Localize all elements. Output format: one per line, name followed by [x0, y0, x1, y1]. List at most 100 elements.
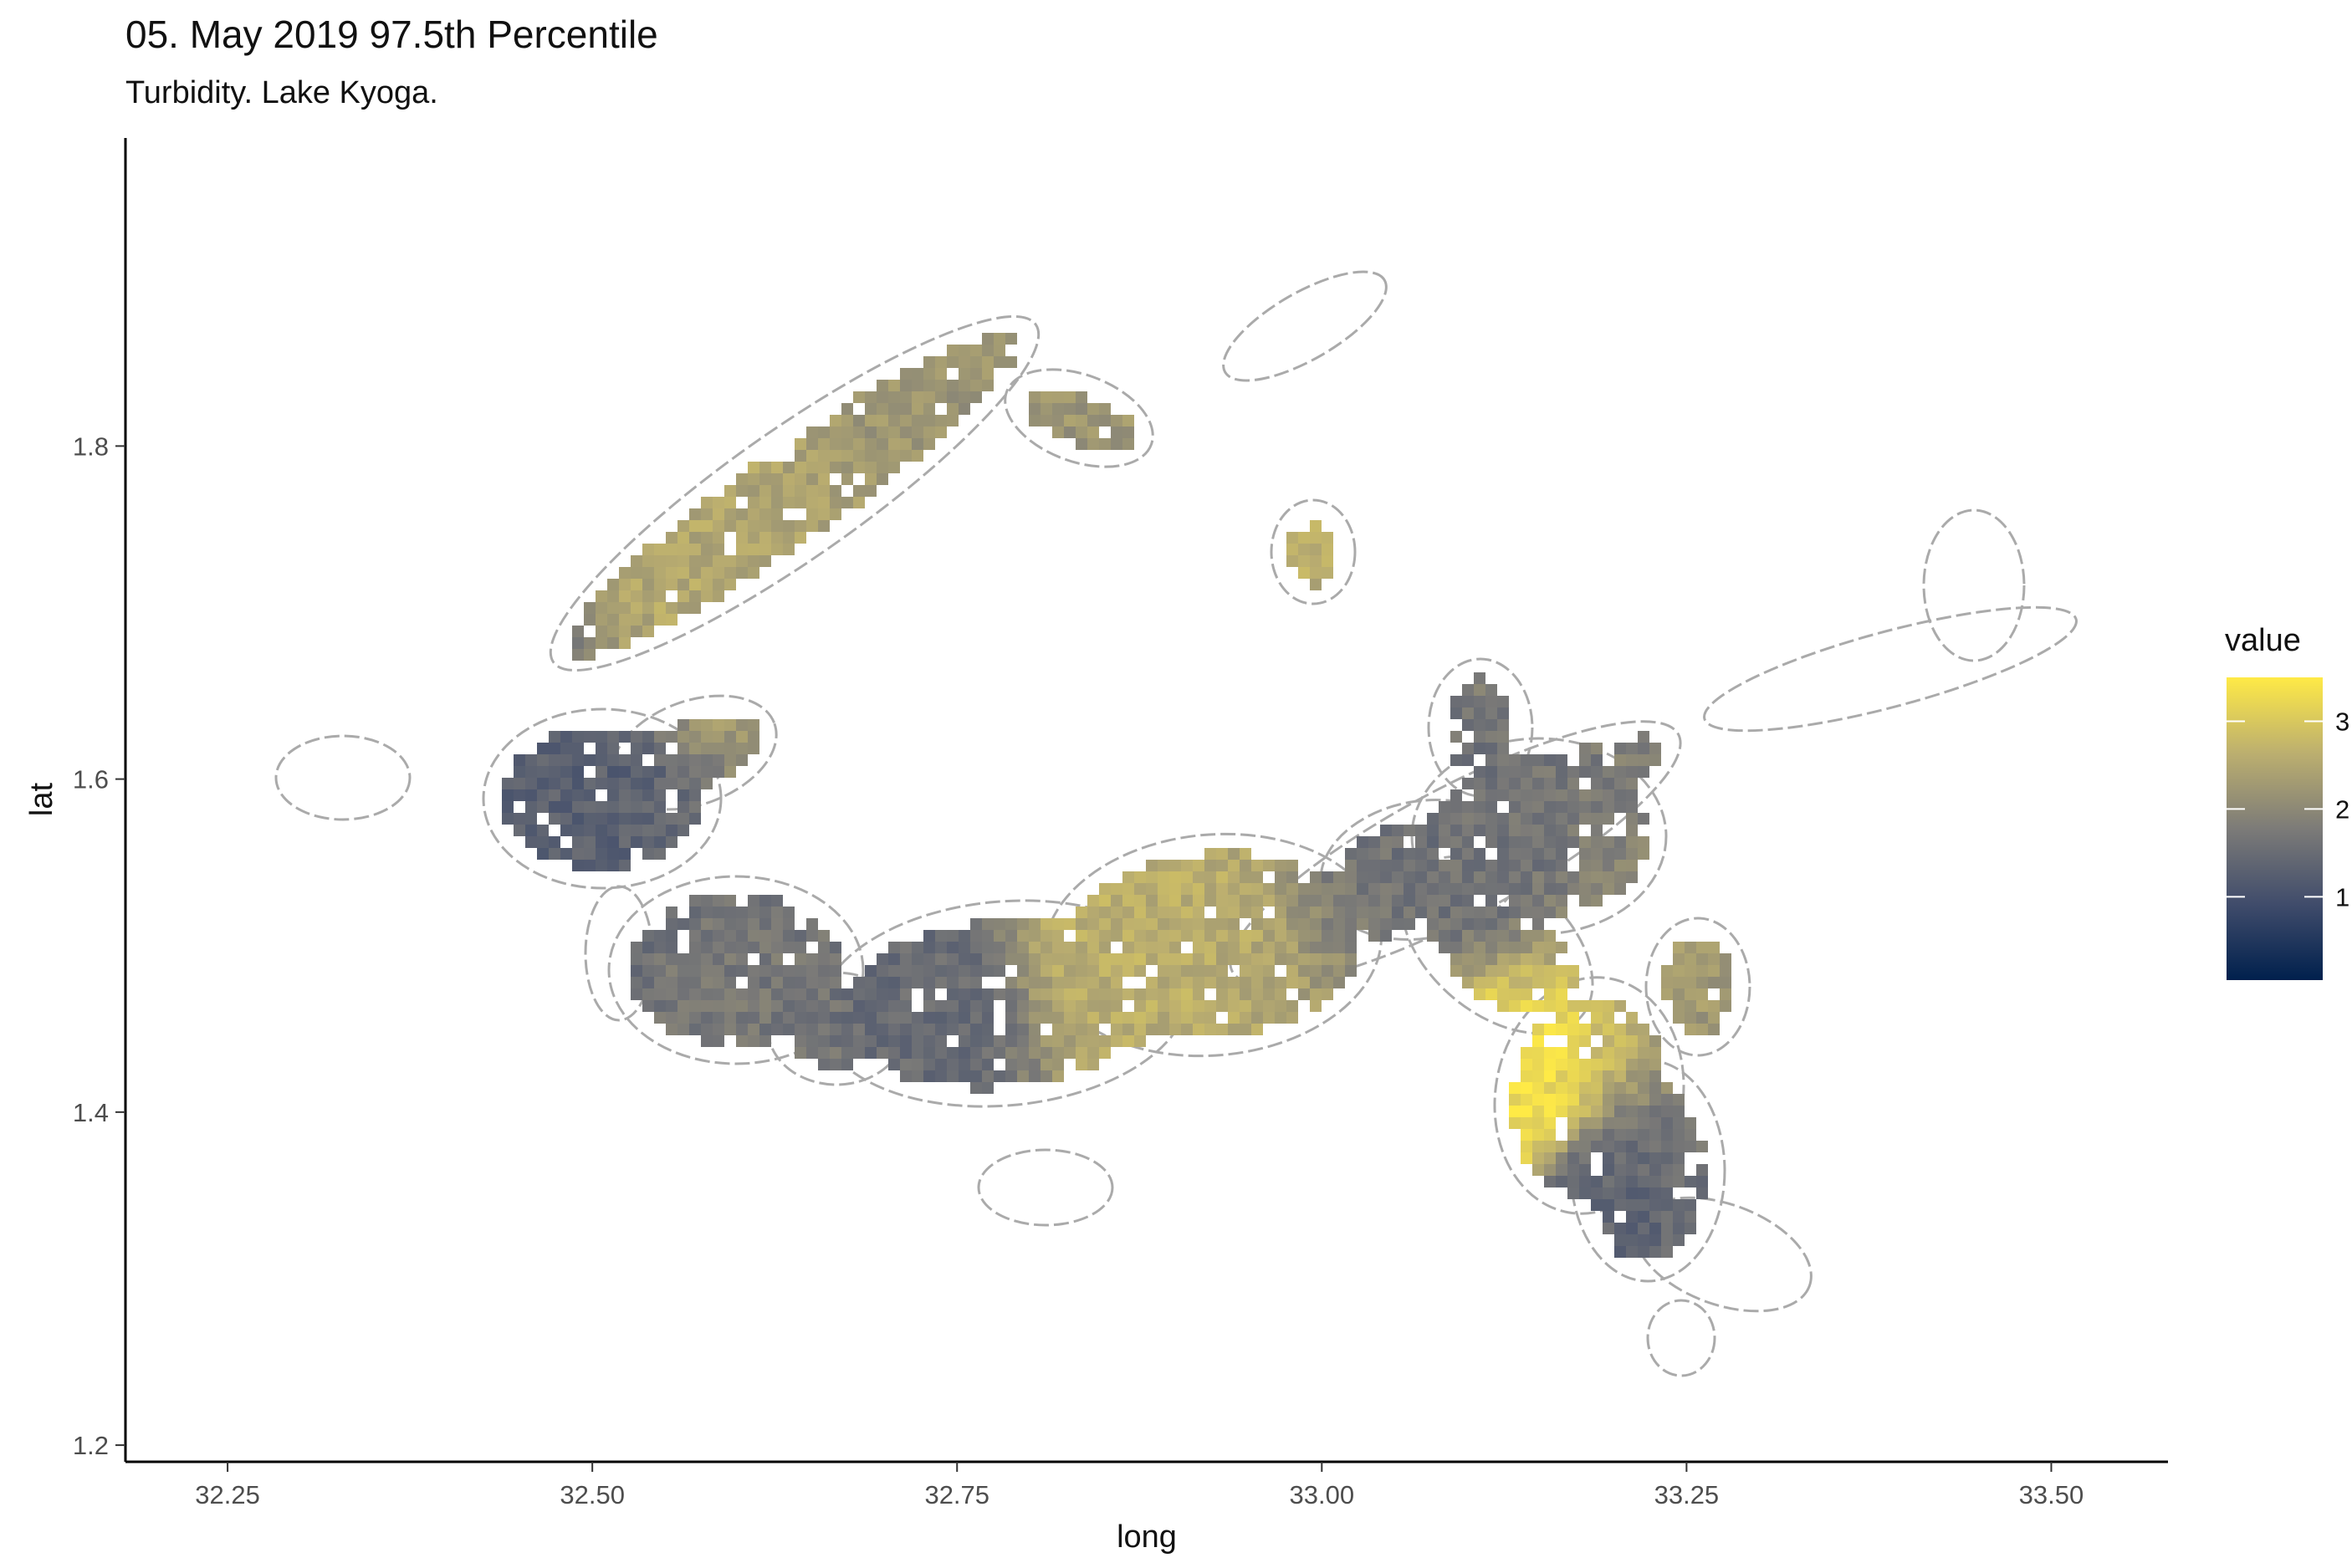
- raster-cell: [841, 415, 853, 426]
- raster-cell: [654, 1012, 666, 1024]
- raster-cell: [1521, 836, 1532, 848]
- raster-cell: [1591, 871, 1603, 883]
- raster-cell: [888, 988, 900, 1000]
- raster-cell: [1240, 907, 1251, 918]
- raster-cell: [1286, 942, 1298, 953]
- raster-cell: [1427, 907, 1439, 918]
- raster-cell: [1673, 1176, 1685, 1187]
- raster-cell: [1146, 1000, 1158, 1012]
- raster-cell: [1556, 1024, 1567, 1035]
- raster-cell: [959, 965, 970, 977]
- raster-cell: [1216, 965, 1228, 977]
- raster-cell: [1497, 942, 1509, 953]
- raster-cell: [736, 988, 748, 1000]
- raster-cell: [1544, 778, 1556, 789]
- raster-cell: [572, 766, 584, 778]
- raster-cell: [537, 848, 549, 860]
- raster-cell: [1720, 977, 1731, 988]
- raster-cell: [1638, 848, 1649, 860]
- raster-cell: [1275, 1000, 1286, 1012]
- raster-cell: [771, 532, 783, 544]
- raster-cell: [1322, 871, 1333, 883]
- raster-cell: [1509, 1082, 1521, 1094]
- raster-cell: [525, 766, 537, 778]
- raster-cell: [1544, 1141, 1556, 1152]
- raster-cell: [888, 953, 900, 965]
- raster-cell: [1041, 1012, 1052, 1024]
- raster-cell: [666, 614, 677, 626]
- raster-cell: [1275, 942, 1286, 953]
- raster-cell: [900, 942, 912, 953]
- raster-cell: [642, 602, 654, 614]
- raster-cell: [1591, 789, 1603, 801]
- raster-cell: [1228, 907, 1240, 918]
- raster-cell: [1474, 766, 1485, 778]
- raster-cell: [748, 532, 759, 544]
- raster-cell: [888, 426, 900, 438]
- raster-cell: [1017, 1012, 1029, 1024]
- raster-cell: [806, 450, 818, 462]
- raster-cell: [619, 801, 631, 813]
- raster-cell: [1450, 707, 1462, 719]
- raster-cell: [771, 1000, 783, 1012]
- raster-cell: [1122, 415, 1134, 426]
- raster-cell: [1392, 918, 1404, 930]
- raster-cell: [677, 965, 689, 977]
- raster-cell: [1181, 953, 1193, 965]
- raster-cell: [654, 1000, 666, 1012]
- raster-cell: [1146, 918, 1158, 930]
- raster-cell: [830, 438, 841, 450]
- raster-cell: [724, 1000, 736, 1012]
- raster-cell: [619, 579, 631, 590]
- raster-cell: [689, 1024, 701, 1035]
- raster-cell: [1591, 1059, 1603, 1070]
- raster-cell: [1158, 883, 1169, 895]
- raster-cell: [1204, 953, 1216, 965]
- raster-cell: [701, 544, 713, 555]
- raster-cell: [1509, 813, 1521, 825]
- raster-cell: [1638, 1070, 1649, 1082]
- raster-cell: [1017, 930, 1029, 942]
- raster-cell: [1122, 918, 1134, 930]
- raster-cell: [1357, 860, 1368, 871]
- raster-cell: [853, 462, 865, 473]
- raster-cell: [1556, 883, 1567, 895]
- raster-cell: [1521, 1070, 1532, 1082]
- raster-cell: [1017, 1059, 1029, 1070]
- raster-cell: [1041, 391, 1052, 403]
- raster-cell: [1310, 942, 1322, 953]
- raster-cell: [1158, 1000, 1169, 1012]
- raster-cell: [1509, 871, 1521, 883]
- raster-cell: [818, 473, 830, 485]
- raster-cell: [1462, 707, 1474, 719]
- raster-cell: [572, 754, 584, 766]
- raster-cell: [1029, 930, 1041, 942]
- raster-cell: [1462, 801, 1474, 813]
- raster-cell: [1544, 883, 1556, 895]
- raster-cell: [1521, 1059, 1532, 1070]
- raster-cell: [1275, 977, 1286, 988]
- raster-cell: [1041, 918, 1052, 930]
- raster-cell: [994, 918, 1005, 930]
- raster-cell: [888, 1059, 900, 1070]
- raster-cell: [1532, 1035, 1544, 1047]
- raster-cell: [1111, 1000, 1122, 1012]
- raster-cell: [1345, 871, 1357, 883]
- raster-cell: [1626, 766, 1638, 778]
- raster-cell: [1146, 860, 1158, 871]
- raster-cell: [1193, 1000, 1204, 1012]
- raster-cell: [654, 590, 666, 602]
- raster-cell: [947, 988, 959, 1000]
- raster-cell: [1076, 426, 1087, 438]
- raster-cell: [759, 532, 771, 544]
- raster-cell: [1380, 860, 1392, 871]
- raster-cell: [1485, 731, 1497, 743]
- raster-cell: [1076, 907, 1087, 918]
- raster-cell: [1041, 977, 1052, 988]
- raster-cell: [1474, 848, 1485, 860]
- raster-cell: [1228, 930, 1240, 942]
- raster-cell: [1474, 672, 1485, 684]
- raster-cell: [1521, 1106, 1532, 1117]
- raster-cell: [1649, 1164, 1661, 1176]
- raster-cell: [1134, 953, 1146, 965]
